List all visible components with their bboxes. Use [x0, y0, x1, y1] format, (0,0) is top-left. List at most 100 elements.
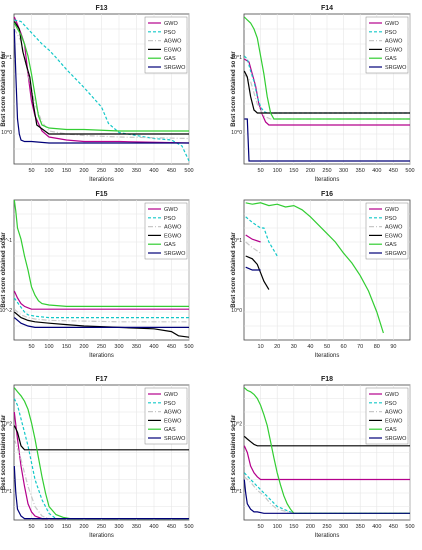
x-tick-label: 150: [62, 168, 71, 174]
legend-box: [365, 387, 409, 445]
y-tick-label: 10^2: [231, 422, 242, 428]
series-line-gwo: [243, 58, 410, 126]
y-tick-label: 10^-2: [0, 308, 12, 314]
legend-label-pso: PSO: [164, 401, 176, 407]
x-tick-label: 200: [306, 168, 315, 174]
x-tick-label: 50: [258, 168, 264, 174]
x-tick-label: 300: [339, 168, 348, 174]
legend-label-agwo: AGWO: [164, 410, 182, 416]
x-tick-label: 350: [132, 524, 141, 530]
y-tick-label: 10^1: [231, 55, 242, 61]
x-tick-label: 400: [149, 344, 158, 350]
x-tick-label: 150: [62, 344, 71, 350]
x-axis-label: Iterations: [315, 177, 340, 183]
y-axis-label: Best score obtained so far: [1, 232, 7, 308]
x-tick-label: 500: [184, 168, 193, 174]
series-line-egwo: [245, 255, 270, 290]
x-tick-label: 300: [114, 524, 123, 530]
x-tick-label: 50: [28, 344, 34, 350]
x-tick-label: 500: [405, 524, 414, 530]
legend-label-srgwo: SRGWO: [385, 251, 407, 257]
legend: GWO PSO AGWO EGWO GAS SRGWO: [144, 387, 188, 445]
legend-label-agwo: AGWO: [385, 39, 403, 45]
x-tick-label: 350: [132, 168, 141, 174]
x-axis-label: Iterations: [315, 353, 340, 359]
legend-box: [365, 16, 409, 74]
x-tick-label: 450: [167, 344, 176, 350]
x-tick-label: 350: [356, 168, 365, 174]
legend-label-gas: GAS: [385, 56, 397, 62]
x-tick-label: 60: [341, 344, 347, 350]
y-tick-label: 10^0: [1, 130, 12, 136]
x-tick-label: 250: [97, 524, 106, 530]
legend-label-egwo: EGWO: [164, 418, 182, 424]
legend-label-agwo: AGWO: [164, 39, 182, 45]
x-tick-label: 500: [184, 524, 193, 530]
y-tick-label: 10^1: [231, 489, 242, 495]
legend-box: [144, 202, 188, 260]
legend-label-srgwo: SRGWO: [164, 65, 186, 71]
legend-label-pso: PSO: [385, 216, 397, 222]
legend-label-egwo: EGWO: [164, 233, 182, 239]
y-tick-label: 10^0: [231, 308, 242, 314]
x-tick-label: 200: [79, 344, 88, 350]
x-tick-label: 350: [132, 344, 141, 350]
x-tick-label: 450: [389, 168, 398, 174]
y-tick-label: 10^2: [1, 422, 12, 428]
legend-label-gwo: GWO: [164, 21, 178, 27]
legend-label-gas: GAS: [164, 56, 176, 62]
legend-label-pso: PSO: [164, 216, 176, 222]
chart-f14: 50 100 150 200 250 300 350 400 450 500 10^0 10^1 F14…: [231, 5, 415, 183]
chart-f16: 10 20 30 40 50 60 70 80 90 10^0 10^1 F16 Iterations B…: [231, 191, 411, 359]
x-tick-label: 400: [372, 168, 381, 174]
legend-label-gwo: GWO: [385, 207, 399, 213]
x-tick-label: 100: [273, 524, 282, 530]
chart-title: F16: [321, 191, 333, 198]
legend-label-srgwo: SRGWO: [164, 251, 186, 257]
x-tick-label: 100: [44, 524, 53, 530]
x-tick-label: 80: [374, 344, 380, 350]
series-line-egwo: [243, 435, 410, 447]
x-axis-label: Iterations: [315, 533, 340, 539]
x-tick-label: 20: [274, 344, 280, 350]
x-tick-label: 200: [79, 168, 88, 174]
y-tick-label: 10^1: [1, 489, 12, 495]
series-line-gas: [13, 22, 189, 132]
legend-label-gas: GAS: [385, 242, 397, 248]
legend-label-egwo: EGWO: [385, 233, 403, 239]
legend-label-gas: GAS: [164, 242, 176, 248]
series-line-agwo: [245, 241, 261, 254]
series-line-pso: [14, 19, 190, 162]
x-tick-label: 500: [184, 344, 193, 350]
x-tick-label: 250: [97, 168, 106, 174]
chart-f15: 50 100 150 200 250 300 350 400 450 500 10^-2 10^-1 F…: [0, 191, 194, 359]
legend-label-egwo: EGWO: [385, 418, 403, 424]
series-line-gas: [13, 387, 189, 520]
x-tick-label: 300: [114, 344, 123, 350]
legend-label-gwo: GWO: [164, 392, 178, 398]
legend-label-gwo: GWO: [385, 392, 399, 398]
chart-f17: 50 100 150 200 250 300 350 400 450 500 10^1 10^2 F17…: [1, 376, 194, 539]
series-line-gas: [243, 16, 410, 120]
series-line-srgwo: [13, 28, 189, 144]
y-axis-label: Best score obtained so far: [231, 51, 237, 127]
y-tick-label: 10^-1: [0, 238, 12, 244]
x-axis-label: Iterations: [89, 533, 114, 539]
legend: GWO PSO AGWO EGWO GAS SRGWO: [365, 387, 409, 445]
series-line-pso: [245, 216, 278, 257]
legend-label-egwo: EGWO: [385, 47, 403, 53]
series-line-gwo: [13, 411, 189, 520]
series-line-agwo: [13, 308, 189, 323]
y-axis-label: Best score obtained so far: [231, 414, 237, 490]
series-line-egwo: [13, 311, 190, 338]
x-tick-label: 90: [390, 344, 396, 350]
legend-label-agwo: AGWO: [385, 225, 403, 231]
legend-label-pso: PSO: [385, 401, 397, 407]
x-tick-label: 150: [62, 524, 71, 530]
y-tick-label: 10^0: [231, 130, 242, 136]
y-axis-label: Best score obtained so far: [231, 232, 237, 308]
series-line-gas: [243, 387, 410, 514]
x-tick-label: 250: [97, 344, 106, 350]
x-tick-label: 450: [389, 524, 398, 530]
series-line-egwo: [13, 425, 189, 451]
